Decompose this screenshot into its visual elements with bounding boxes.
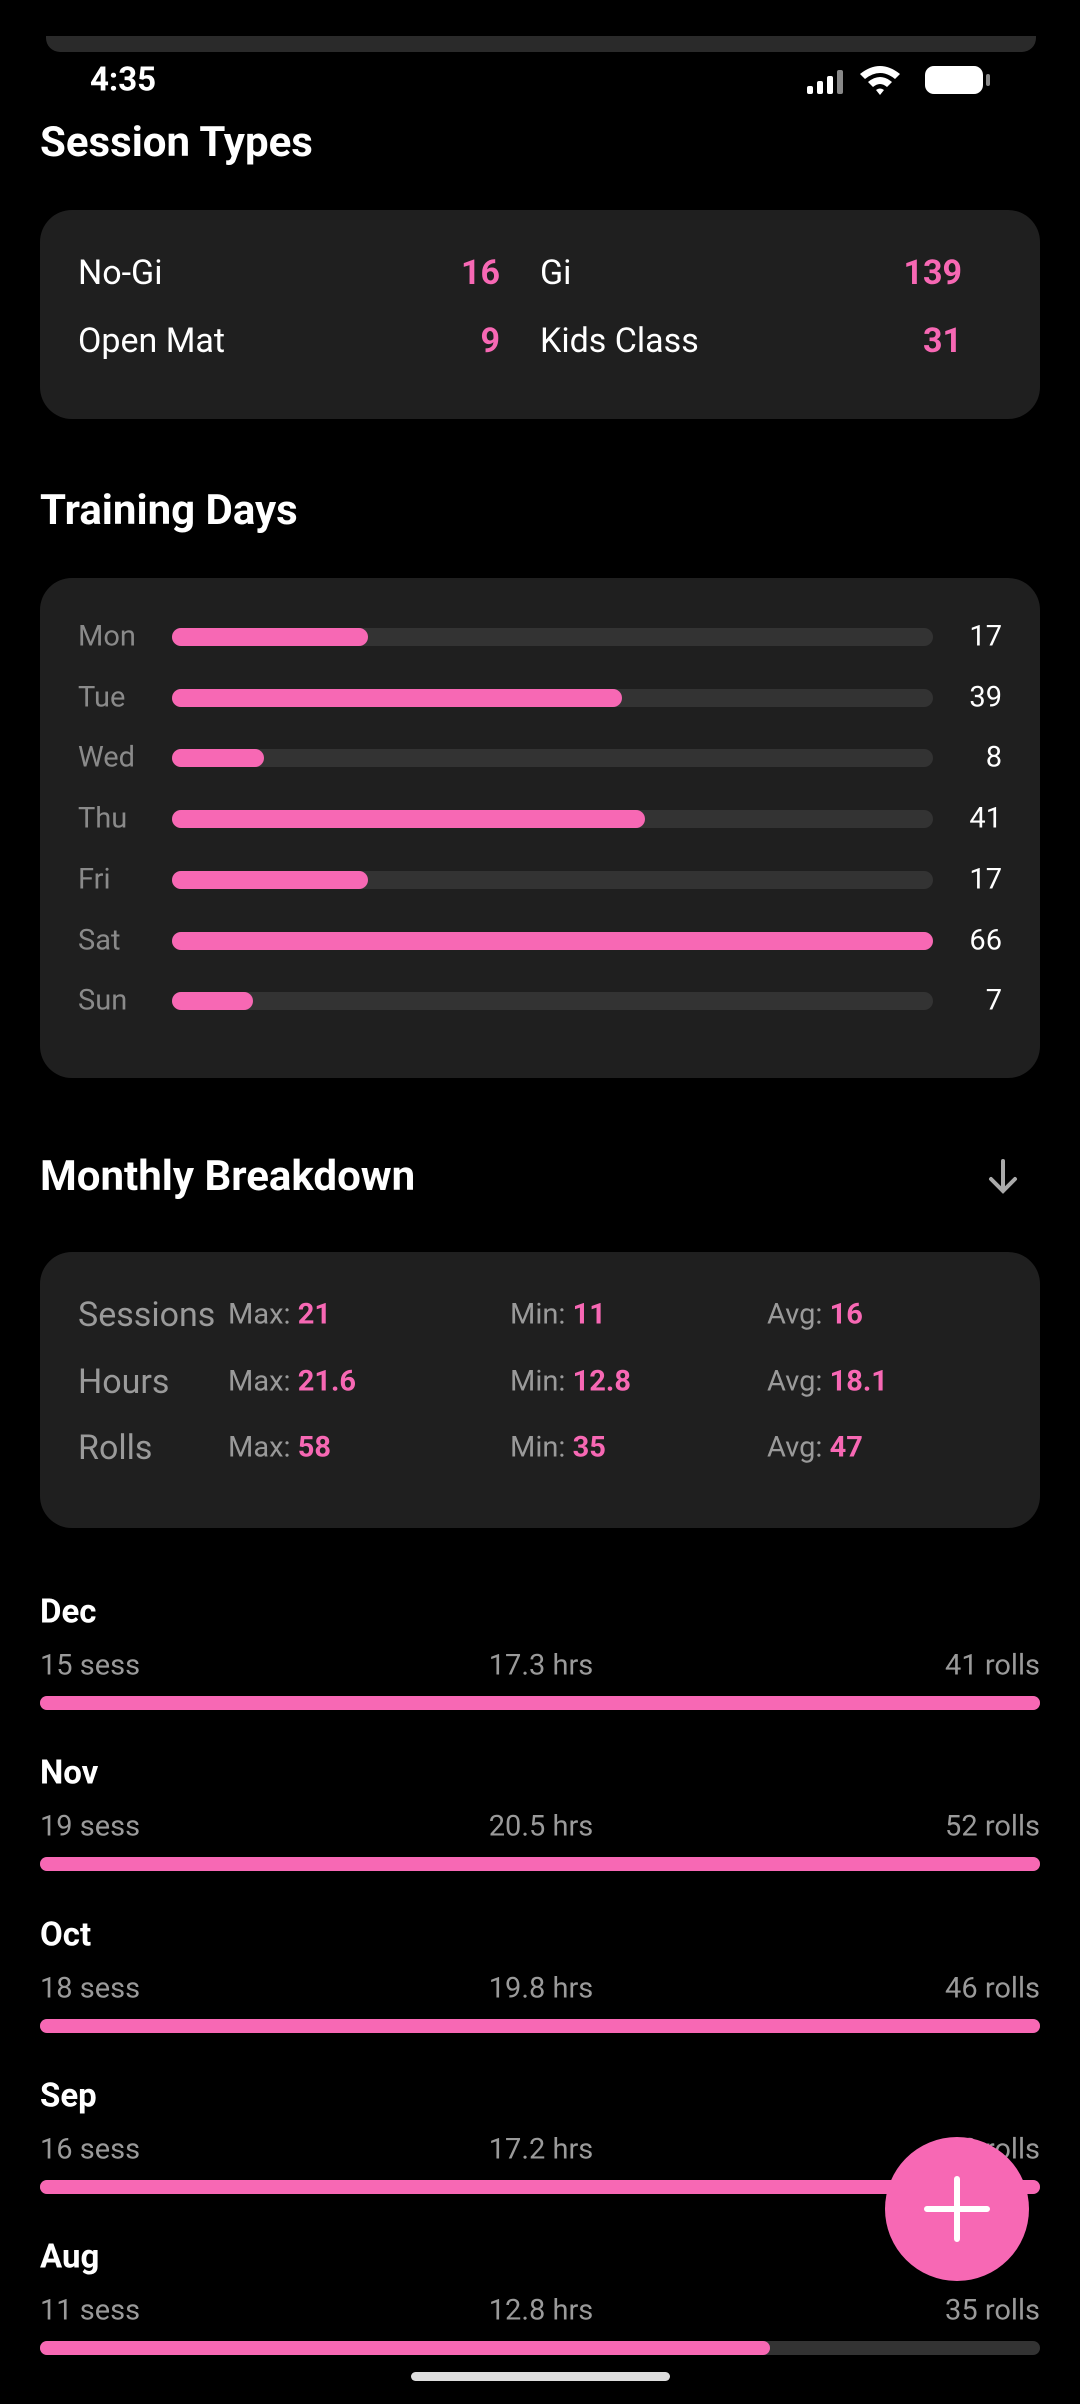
stat-cell: Min: 35	[510, 1430, 606, 1465]
stat-key: Max:	[228, 1297, 291, 1332]
stat-key: Min:	[510, 1430, 566, 1465]
month-hours: 17.2 hrs	[488, 2132, 594, 2167]
day-label: Thu	[78, 801, 128, 836]
month-name: Oct	[40, 1915, 92, 1955]
bar	[172, 688, 622, 707]
section-title: Monthly Breakdown	[40, 1152, 416, 1201]
month-rolls: 46 rolls	[945, 1971, 1040, 2006]
stat-key: Min:	[510, 1364, 566, 1398]
bar	[172, 810, 645, 829]
day-count: 7	[985, 983, 1002, 1018]
section-title: Session Types	[40, 118, 313, 167]
session-type-label: Gi	[540, 253, 572, 293]
progress-bar	[40, 2018, 1040, 2033]
bar	[172, 870, 368, 889]
session-type-label: No-Gi	[78, 253, 163, 293]
day-label: Wed	[78, 740, 136, 775]
stat-cell: Max: 21	[228, 1297, 331, 1332]
month-rolls: 41 rolls	[945, 1648, 1040, 1683]
day-count: 39	[969, 680, 1002, 715]
day-count: 41	[969, 801, 1002, 836]
stat-key: Avg:	[767, 1364, 823, 1398]
stat-cell: Avg: 16	[767, 1297, 863, 1332]
bar	[172, 628, 368, 646]
day-count: 8	[985, 740, 1002, 775]
month-sessions: 11 sess	[40, 2293, 141, 2328]
stat-cell: Max: 21.6	[228, 1367, 356, 1396]
month-rolls: 52 rolls	[945, 1809, 1040, 1844]
status-time: 4:35	[90, 60, 157, 100]
stat-value: 21.6	[297, 1364, 357, 1398]
progress-bar	[40, 1696, 1040, 1710]
session-type-count: 16	[460, 253, 500, 293]
month-name: Dec	[40, 1592, 97, 1632]
stat-cell: Min: 11	[510, 1297, 606, 1332]
progress-bar	[40, 1857, 1040, 1872]
month-hours: 12.8 hrs	[488, 2293, 594, 2328]
home-indicator	[411, 2372, 670, 2381]
stat-value: 12.8	[572, 1364, 631, 1398]
session-type-count: 139	[903, 253, 962, 293]
session-type-label: Open Mat	[78, 321, 226, 361]
stat-label: Sessions	[78, 1295, 216, 1335]
month-sessions: 16 sess	[40, 2132, 141, 2167]
stat-label: Hours	[78, 1361, 170, 1402]
month-hours: 17.3 hrs	[488, 1648, 594, 1683]
bar	[172, 749, 265, 768]
day-label: Sat	[78, 923, 121, 957]
stat-cell: Max: 58	[228, 1430, 331, 1465]
section-title: Training Days	[40, 486, 298, 535]
stat-value: 47	[829, 1430, 863, 1465]
bar	[172, 992, 253, 1011]
top-sheet-edge	[46, 36, 1036, 52]
stat-key: Avg:	[767, 1297, 823, 1332]
stat-key: Min:	[510, 1297, 566, 1332]
day-label: Tue	[78, 680, 126, 715]
month-sessions: 18 sess	[40, 1971, 141, 2006]
stat-cell: Avg: 18.1	[767, 1367, 888, 1396]
month-sessions: 19 sess	[40, 1809, 141, 1844]
progress-bar	[40, 2179, 1040, 2194]
month-name: Sep	[40, 2076, 97, 2116]
progress-bar	[40, 2341, 770, 2356]
stat-key: Avg:	[767, 1430, 823, 1465]
session-type-count: 9	[480, 321, 500, 361]
stat-label: Rolls	[78, 1428, 153, 1468]
day-count: 17	[969, 862, 1002, 897]
stat-key: Max:	[228, 1364, 291, 1398]
month-hours: 19.8 hrs	[488, 1971, 594, 2006]
day-count: 17	[969, 619, 1002, 654]
training-days-card: Mon 17 Tue 39 Wed 8 Thu 41 Fri 17 Sat 66 Sun 7	[40, 578, 1040, 1078]
month-sessions: 15 sess	[40, 1648, 141, 1683]
stat-cell: Avg: 47	[767, 1430, 863, 1465]
stat-key: Max:	[228, 1430, 291, 1465]
session-types-card: No-Gi 16 Gi 139 Open Mat 9 Kids Class 31	[40, 210, 1040, 419]
day-label: Sun	[78, 983, 128, 1018]
stat-value: 21	[297, 1297, 331, 1332]
add-button[interactable]	[885, 2137, 1029, 2281]
status-icons	[807, 66, 990, 95]
month-rolls: 35 rolls	[945, 2293, 1040, 2328]
month-hours: 20.5 hrs	[488, 1809, 594, 1844]
month-name: Nov	[40, 1753, 99, 1793]
day-label: Fri	[78, 862, 111, 897]
stat-value: 18.1	[829, 1364, 888, 1398]
month-name: Aug	[40, 2237, 100, 2277]
stat-value: 58	[297, 1430, 331, 1465]
stat-value: 35	[572, 1430, 606, 1465]
bar-track	[172, 992, 933, 1011]
monthly-stats-card: Sessions Max: 21 Min: 11 Avg: 16 Hours Max: 2…	[40, 1252, 1040, 1528]
sort-button[interactable]	[983, 1157, 1023, 1197]
session-type-label: Kids Class	[540, 321, 699, 361]
stat-value: 11	[572, 1297, 606, 1332]
stat-value: 16	[829, 1297, 863, 1332]
bar-track	[172, 749, 933, 768]
day-count: 66	[969, 923, 1002, 957]
session-type-count: 31	[922, 321, 962, 361]
stat-cell: Min: 12.8	[510, 1367, 631, 1396]
day-label: Mon	[78, 619, 136, 654]
bar	[172, 931, 933, 950]
